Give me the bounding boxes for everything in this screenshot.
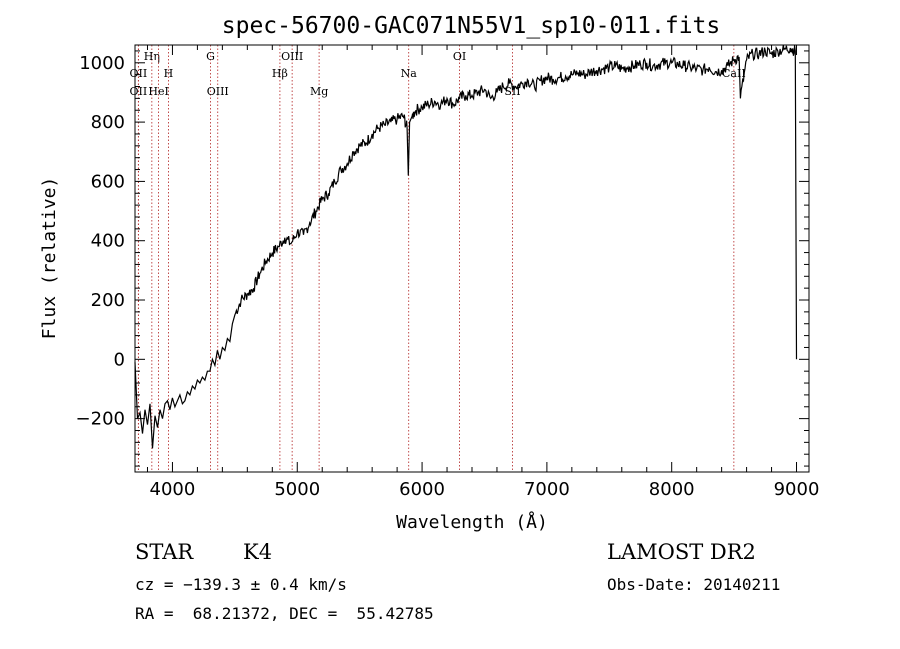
y-tick-label: 1000 xyxy=(79,53,125,74)
line-label-5: G xyxy=(206,50,215,63)
line-label-3: OII xyxy=(130,85,148,98)
line-label-11: OI xyxy=(453,50,466,63)
line-label-0: Hη xyxy=(144,50,160,63)
x-tick-label: 4000 xyxy=(150,479,196,500)
y-tick-label: 400 xyxy=(91,231,125,252)
axis-ticks: 4000 5000 6000 7000 8000 9000 −200 0 200 400 600 80… xyxy=(76,45,820,500)
spectrum-chart: spec-56700-GAC071N55V1_sp10-011.fits Hη O… xyxy=(39,13,820,533)
x-axis-label: Wavelength (Å) xyxy=(396,511,548,533)
line-label-8: Hβ xyxy=(272,67,288,80)
plot-frame xyxy=(134,44,810,473)
line-label-6: OIII xyxy=(207,85,229,98)
x-tick-label: 9000 xyxy=(774,479,820,500)
y-axis-label: Flux (relative) xyxy=(39,177,60,340)
y-tick-label: −200 xyxy=(76,409,125,430)
y-tick-label: 0 xyxy=(114,349,125,370)
x-tick-label: 7000 xyxy=(524,479,570,500)
x-tick-label: 6000 xyxy=(399,479,445,500)
x-tick-label: 5000 xyxy=(274,479,320,500)
object-subclass: K4 xyxy=(243,540,273,564)
chart-title: spec-56700-GAC071N55V1_sp10-011.fits xyxy=(222,13,721,39)
y-tick-label: 600 xyxy=(91,171,125,192)
object-class: STAR xyxy=(135,540,194,564)
survey-name: LAMOST DR2 xyxy=(607,540,756,564)
redshift-value: cz = −139.3 ± 0.4 km/s xyxy=(135,575,347,594)
x-tick-label: 8000 xyxy=(649,479,695,500)
coordinates: RA = 68.21372, DEC = 55.42785 xyxy=(135,604,434,623)
line-label-4: HeI xyxy=(148,85,168,98)
line-label-7: OIII xyxy=(281,50,303,63)
line-label-9: Mg xyxy=(310,85,328,98)
y-tick-label: 200 xyxy=(91,290,125,311)
observation-date: Obs-Date: 20140211 xyxy=(607,575,781,594)
y-tick-label: 800 xyxy=(91,112,125,133)
line-label-2: H xyxy=(164,67,174,80)
spectrum-series-line xyxy=(134,44,798,449)
line-label-10: Na xyxy=(401,67,418,80)
